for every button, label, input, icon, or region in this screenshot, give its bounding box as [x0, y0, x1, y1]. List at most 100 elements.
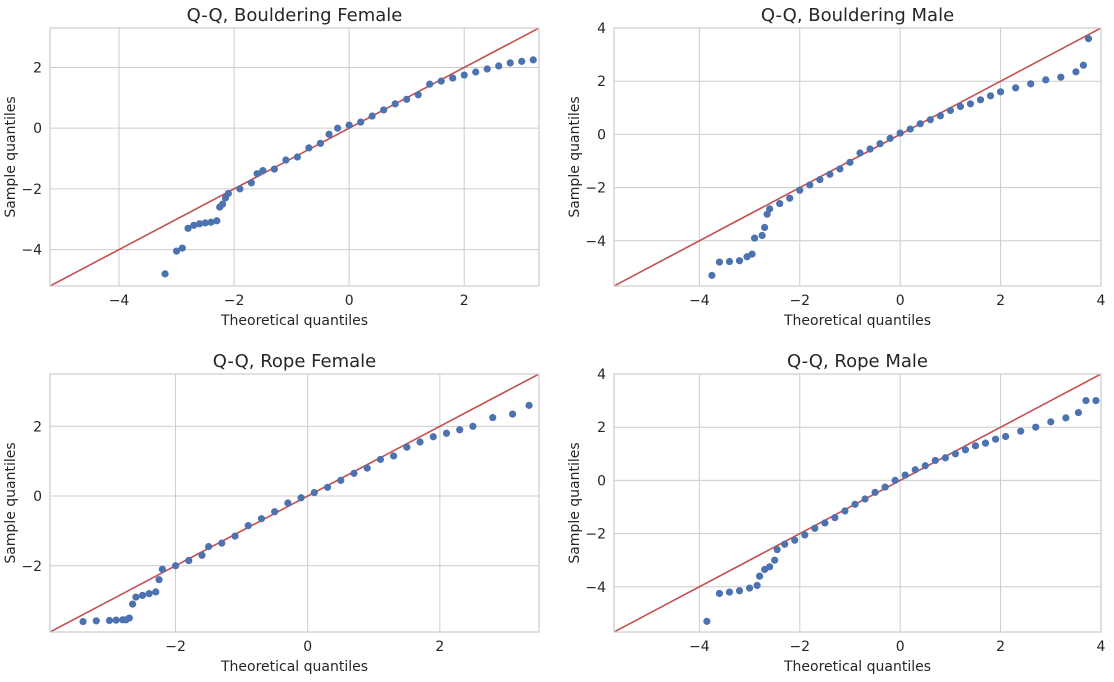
- data-point: [986, 92, 995, 100]
- y-tick-label: −2: [585, 181, 606, 197]
- data-point: [79, 617, 87, 626]
- data-point: [171, 562, 180, 570]
- reference-line: [614, 28, 1101, 286]
- chart-title: Q-Q, Rope Female: [213, 351, 376, 372]
- data-point: [525, 401, 533, 409]
- qq-panel-4: −4 −2 0 2 4 −4 −2 0 2 4 Q-Q, Rope Male Theoretical …: [567, 351, 1106, 675]
- data-point: [270, 165, 278, 173]
- chart-title: Q-Q, Bouldering Male: [761, 5, 954, 26]
- x-tick-label: 0: [303, 639, 312, 655]
- data-point: [253, 170, 261, 178]
- y-tick-label: 2: [33, 419, 42, 435]
- data-point: [1032, 423, 1040, 431]
- data-point: [282, 156, 290, 164]
- data-point: [735, 257, 744, 265]
- data-point: [703, 617, 711, 625]
- data-point: [368, 112, 376, 120]
- data-point: [195, 220, 204, 228]
- plot-frame: [49, 27, 540, 287]
- y-tick-label: −2: [21, 182, 42, 198]
- y-axis-label: Sample quantiles: [3, 96, 19, 217]
- x-tick-label: −2: [224, 293, 245, 309]
- x-axis-label: Theoretical quantiles: [783, 313, 931, 329]
- data-point: [112, 616, 120, 624]
- data-point: [231, 532, 239, 540]
- data-point: [1002, 432, 1010, 441]
- data-point: [350, 469, 358, 477]
- x-tick-label: 2: [996, 293, 1005, 309]
- y-tick-label: −2: [585, 527, 606, 543]
- x-axis-label: Theoretical quantiles: [220, 313, 368, 329]
- y-tick-label: −4: [21, 243, 42, 259]
- data-point: [1074, 408, 1083, 417]
- data-point: [1047, 418, 1055, 426]
- data-point: [316, 139, 324, 147]
- data-point: [257, 515, 266, 523]
- y-tick-label: 0: [597, 127, 606, 143]
- data-point: [224, 189, 232, 198]
- data-point: [138, 591, 147, 599]
- x-tick-label: 4: [1097, 293, 1106, 309]
- data-point: [129, 600, 137, 608]
- data-point: [715, 589, 724, 598]
- data-point: [297, 494, 305, 502]
- data-point: [236, 185, 244, 193]
- data-point: [946, 106, 954, 115]
- data-point: [725, 588, 734, 596]
- data-point: [323, 483, 332, 491]
- data-point: [773, 545, 781, 554]
- data-point: [766, 563, 774, 571]
- data-point: [218, 539, 226, 547]
- x-tick-label: −4: [689, 293, 710, 309]
- data-point: [871, 488, 879, 496]
- data-point: [941, 454, 949, 462]
- data-point: [310, 488, 318, 497]
- data-point: [1084, 35, 1093, 43]
- data-point: [259, 167, 267, 175]
- data-point: [1092, 396, 1100, 405]
- y-tick-label: 4: [597, 367, 606, 383]
- data-point: [886, 134, 894, 142]
- x-tick-label: −2: [789, 639, 810, 655]
- data-point: [750, 234, 759, 242]
- data-point: [911, 466, 919, 474]
- data-point: [735, 587, 744, 595]
- data-point: [460, 71, 468, 79]
- data-point: [158, 565, 166, 573]
- data-point: [1042, 76, 1050, 84]
- data-point: [996, 88, 1005, 96]
- data-point: [334, 124, 342, 132]
- data-point: [105, 616, 114, 625]
- data-point: [293, 153, 301, 161]
- data-point: [761, 223, 769, 232]
- y-axis-label: Sample quantiles: [567, 442, 583, 563]
- data-point: [753, 581, 761, 590]
- x-tick-label: −4: [109, 293, 130, 309]
- plot-frame: [613, 27, 1102, 287]
- data-point: [161, 270, 169, 278]
- data-point: [796, 186, 804, 194]
- data-point: [489, 413, 497, 422]
- data-point: [469, 422, 477, 430]
- data-point: [781, 540, 789, 548]
- data-point: [786, 194, 794, 202]
- data-point: [178, 244, 186, 252]
- data-point: [442, 429, 451, 437]
- y-tick-label: 4: [597, 21, 606, 37]
- data-point: [271, 508, 279, 516]
- data-point: [305, 144, 313, 152]
- y-tick-label: −4: [585, 580, 606, 596]
- data-point: [936, 112, 944, 120]
- data-point: [771, 556, 779, 564]
- data-point: [811, 524, 819, 532]
- data-point: [1082, 396, 1090, 405]
- y-tick-label: 2: [33, 60, 42, 76]
- data-point: [976, 96, 985, 104]
- x-tick-label: 0: [345, 293, 354, 309]
- data-point: [416, 438, 424, 446]
- y-axis-label: Sample quantiles: [3, 442, 19, 563]
- data-point: [414, 91, 422, 99]
- data-point: [204, 542, 213, 551]
- data-point: [806, 181, 814, 189]
